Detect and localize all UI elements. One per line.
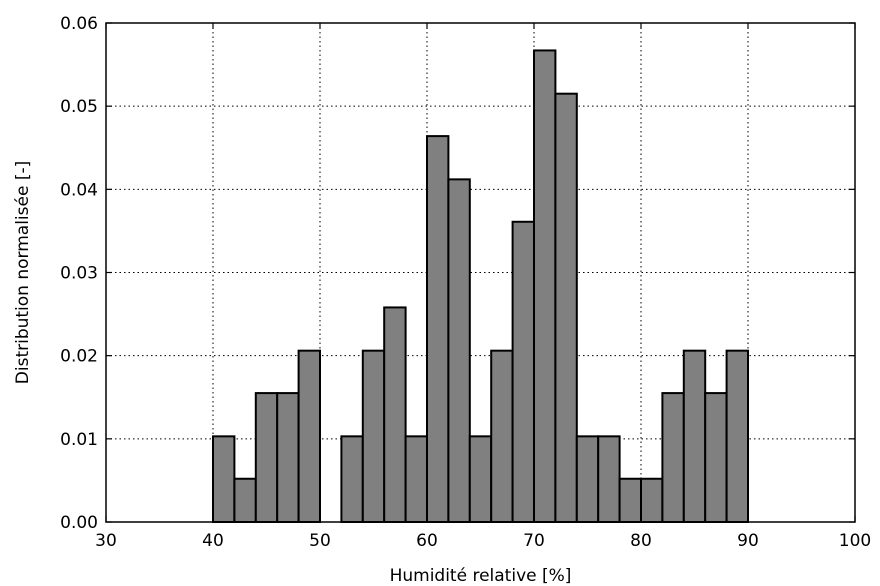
- histogram-bar: [340, 435, 364, 524]
- y-tick-label: 0.06: [60, 14, 98, 34]
- histogram-bar: [276, 392, 300, 524]
- histogram-bar: [575, 435, 600, 524]
- histogram-bar: [404, 435, 429, 524]
- x-tick-label: 50: [309, 531, 331, 551]
- histogram-bar: [554, 92, 578, 523]
- x-tick-label: 80: [630, 531, 652, 551]
- histogram-bar: [233, 477, 257, 523]
- histogram-bar: [297, 349, 322, 523]
- histogram-bar: [361, 349, 386, 523]
- histogram-bar: [704, 392, 728, 524]
- y-tick-label: 0.05: [60, 97, 98, 117]
- bars-layer: [212, 49, 749, 524]
- histogram-bar: [640, 477, 664, 523]
- histogram-bar: [682, 349, 707, 523]
- histogram-bar: [468, 435, 493, 524]
- histogram-bar: [725, 349, 749, 523]
- x-tick-labels: 30 40 50 60 70 80 90 100: [95, 531, 871, 551]
- histogram-bar: [511, 220, 535, 523]
- y-tick-label: 0.02: [60, 347, 98, 367]
- x-axis-label: Humidité relative [%]: [390, 566, 572, 586]
- histogram-bar: [383, 306, 407, 523]
- x-tick-label: 40: [202, 531, 224, 551]
- histogram-bar: [661, 392, 685, 524]
- histogram-bar: [426, 135, 450, 524]
- x-tick-label: 60: [416, 531, 438, 551]
- x-tick-label: 30: [95, 531, 117, 551]
- histogram-bar: [212, 435, 236, 524]
- y-tick-label: 0.00: [60, 513, 98, 533]
- x-tick-label: 100: [839, 531, 871, 551]
- histogram-bar: [618, 477, 642, 523]
- histogram-bar: [490, 349, 514, 523]
- y-tick-labels: 0.00 0.01 0.02 0.03 0.04 0.05 0.06: [60, 14, 98, 533]
- x-tick-label: 90: [737, 531, 759, 551]
- histogram-bar: [447, 178, 471, 523]
- y-tick-label: 0.04: [60, 180, 98, 200]
- y-tick-label: 0.01: [60, 430, 98, 450]
- histogram-bar: [533, 49, 557, 523]
- x-tick-label: 70: [523, 531, 545, 551]
- ticks-layer: [105, 22, 856, 523]
- y-tick-label: 0.03: [60, 264, 98, 284]
- histogram-bar: [597, 435, 621, 524]
- y-axis-label: Distribution normalisée [-]: [13, 161, 33, 384]
- histogram-bar: [254, 392, 279, 524]
